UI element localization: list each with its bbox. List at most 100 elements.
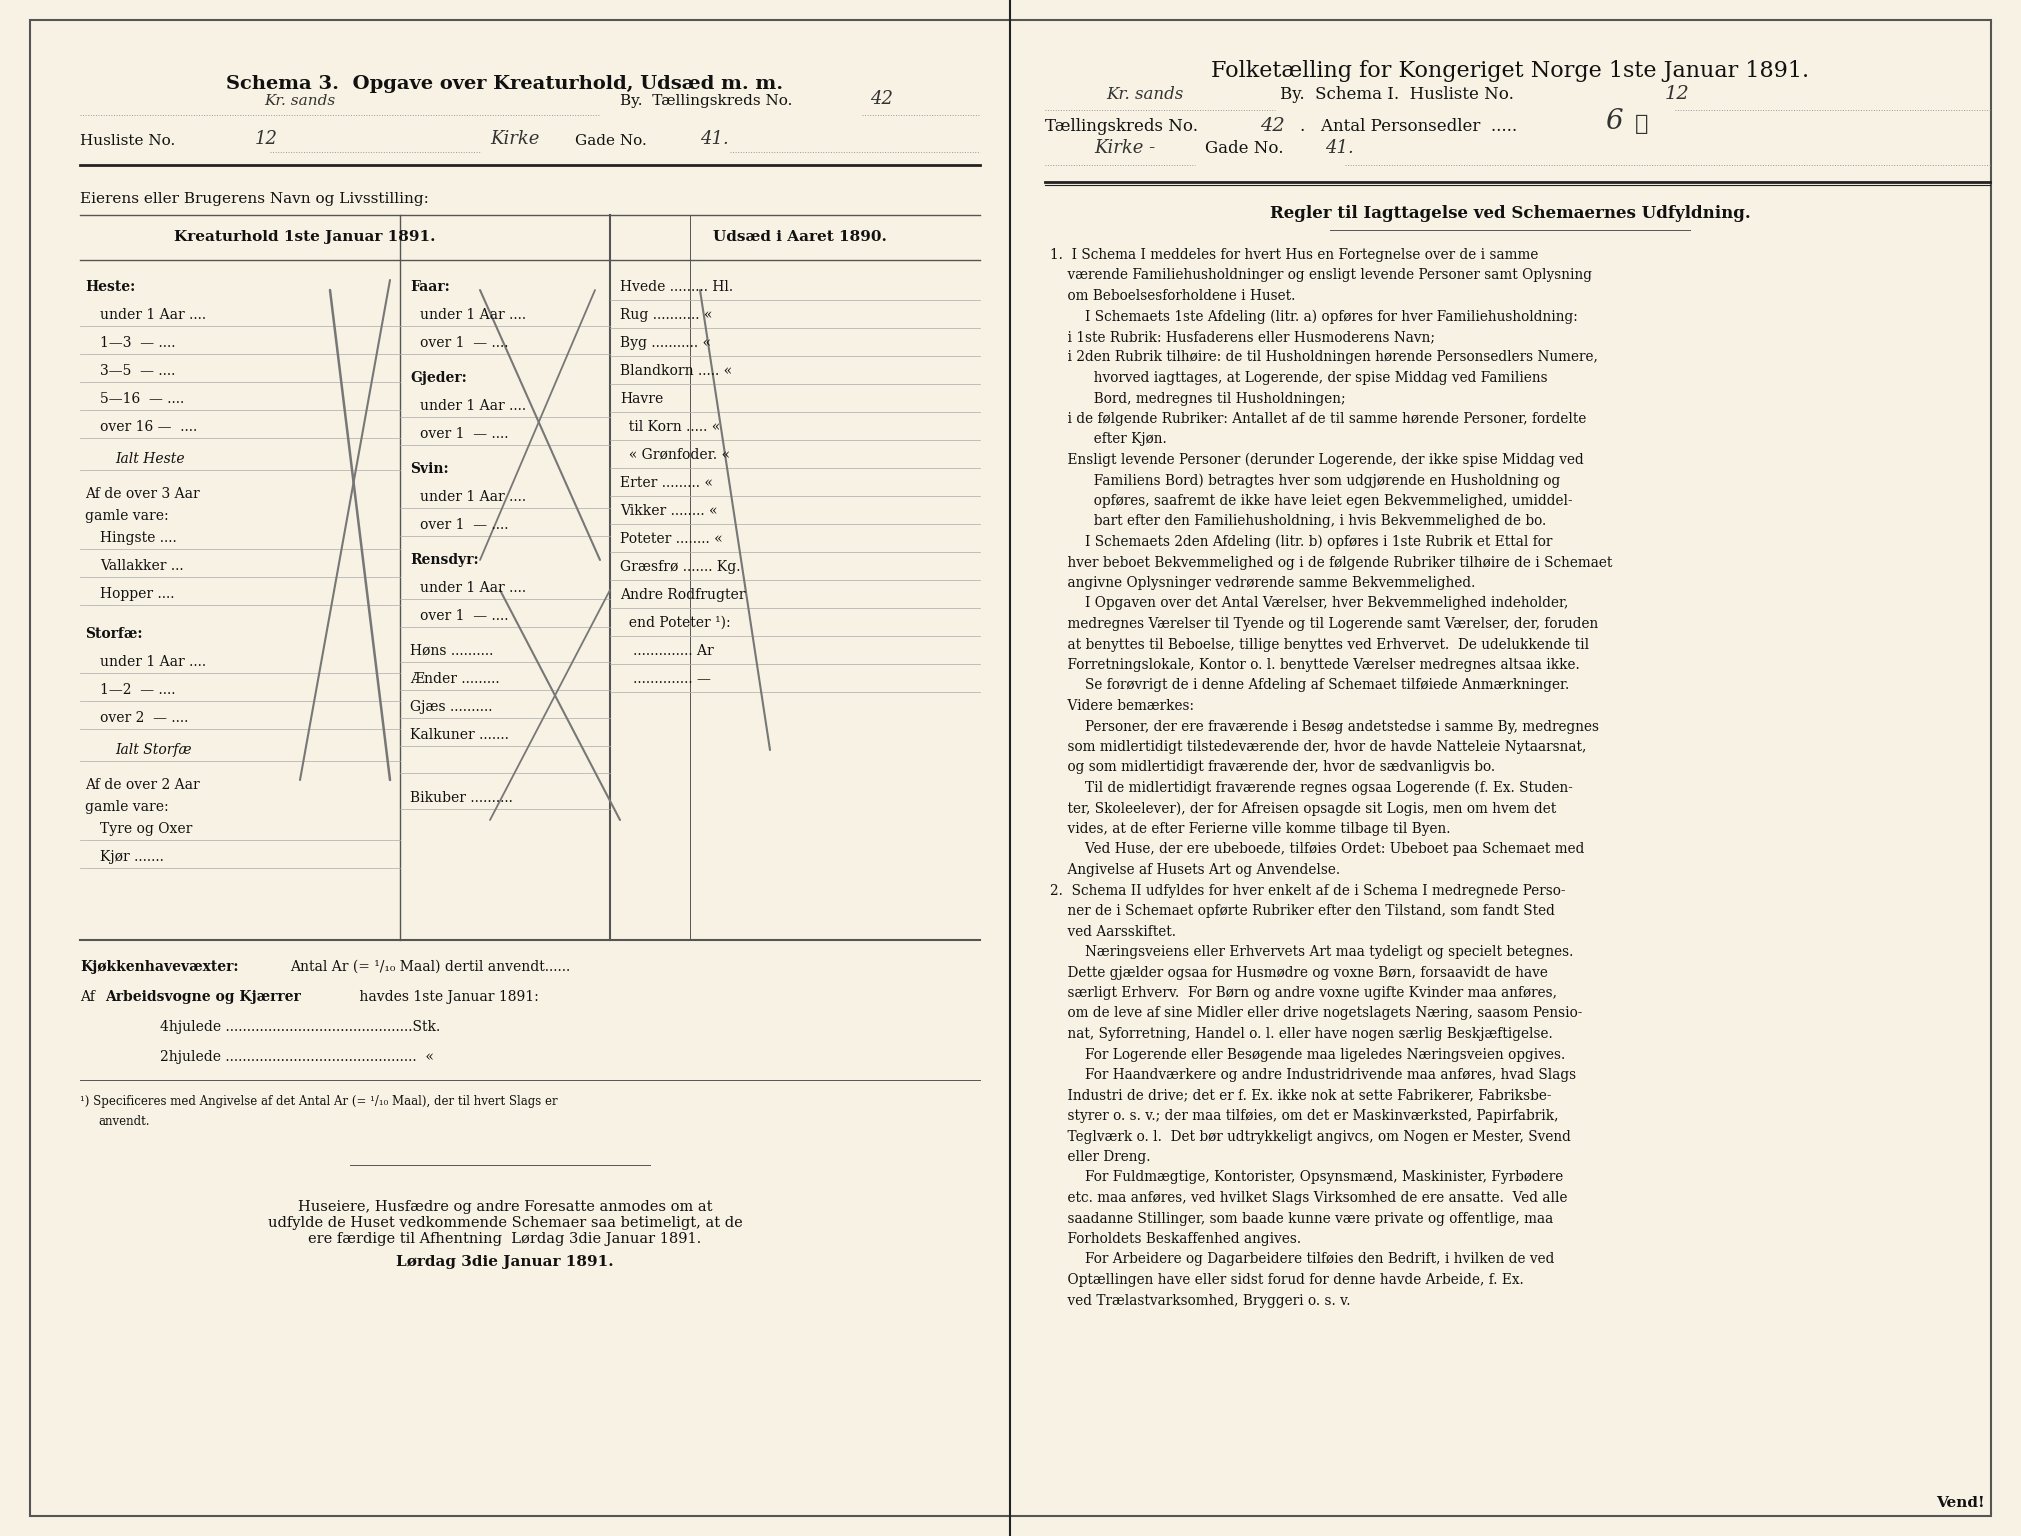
Text: Byg ........... «: Byg ........... «	[620, 336, 711, 350]
Text: Lørdag 3die Januar 1891.: Lørdag 3die Januar 1891.	[396, 1255, 614, 1269]
Text: 41.: 41.	[699, 131, 730, 147]
Text: 42: 42	[869, 91, 893, 108]
Text: Forholdets Beskaffenhed angives.: Forholdets Beskaffenhed angives.	[1051, 1232, 1302, 1246]
Text: 5—16  — ....: 5—16 — ....	[99, 392, 184, 406]
Text: By.  Tællingskreds No.: By. Tællingskreds No.	[620, 94, 792, 108]
Text: 2.  Schema II udfyldes for hver enkelt af de i Schema I medregnede Perso-: 2. Schema II udfyldes for hver enkelt af…	[1051, 883, 1566, 897]
Text: ved Trælastvarksomhed, Bryggeri o. s. v.: ved Trælastvarksomhed, Bryggeri o. s. v.	[1051, 1293, 1350, 1307]
Text: Svin:: Svin:	[410, 462, 449, 476]
Text: Bord, medregnes til Husholdningen;: Bord, medregnes til Husholdningen;	[1051, 392, 1346, 406]
Text: I Opgaven over det Antal Værelser, hver Bekvemmelighed indeholder,: I Opgaven over det Antal Værelser, hver …	[1051, 596, 1568, 610]
Text: Gade No.: Gade No.	[1205, 140, 1283, 157]
Text: Kalkuner .......: Kalkuner .......	[410, 728, 509, 742]
Text: Ved Huse, der ere ubeboede, tilføies Ordet: Ubeboet paa Schemaet med: Ved Huse, der ere ubeboede, tilføies Ord…	[1051, 843, 1584, 857]
Text: Se forøvrigt de i denne Afdeling af Schemaet tilføiede Anmærkninger.: Se forøvrigt de i denne Afdeling af Sche…	[1051, 679, 1568, 693]
Text: Kirke: Kirke	[489, 131, 540, 147]
Text: Kreaturhold 1ste Januar 1891.: Kreaturhold 1ste Januar 1891.	[174, 230, 437, 244]
Text: Gjæs ..........: Gjæs ..........	[410, 700, 493, 714]
Text: opføres, saafremt de ikke have leiet egen Bekvemmelighed, umiddel-: opføres, saafremt de ikke have leiet ege…	[1051, 495, 1572, 508]
Text: I Schemaets 1ste Afdeling (litr. a) opføres for hver Familiehusholdning:: I Schemaets 1ste Afdeling (litr. a) opfø…	[1051, 309, 1578, 324]
Text: Kr. sands: Kr. sands	[1105, 86, 1184, 103]
Text: Græsfrø ....... Kg.: Græsfrø ....... Kg.	[620, 561, 740, 574]
Text: end Poteter ¹):: end Poteter ¹):	[620, 616, 732, 630]
Text: Andre Rodfrugter: Andre Rodfrugter	[620, 588, 746, 602]
Text: gamle vare:: gamle vare:	[85, 508, 168, 522]
Text: og som midlertidigt fraværende der, hvor de sædvanligvis bo.: og som midlertidigt fraværende der, hvor…	[1051, 760, 1496, 774]
Text: Heste:: Heste:	[85, 280, 135, 293]
Text: Regler til Iagttagelse ved Schemaernes Udfyldning.: Regler til Iagttagelse ved Schemaernes U…	[1269, 204, 1750, 223]
Text: værende Familiehusholdninger og ensligt levende Personer samt Oplysning: værende Familiehusholdninger og ensligt …	[1051, 269, 1593, 283]
Text: Rensdyr:: Rensdyr:	[410, 553, 479, 567]
Text: For Arbeidere og Dagarbeidere tilføies den Bedrift, i hvilken de ved: For Arbeidere og Dagarbeidere tilføies d…	[1051, 1252, 1554, 1267]
Text: Arbeidsvogne og Kjærrer: Arbeidsvogne og Kjærrer	[105, 991, 301, 1005]
Text: .............. —: .............. —	[620, 673, 711, 687]
Text: Faar:: Faar:	[410, 280, 451, 293]
Text: under 1 Aar ....: under 1 Aar ....	[420, 399, 525, 413]
Text: Til de midlertidigt fraværende regnes ogsaa Logerende (f. Ex. Studen-: Til de midlertidigt fraværende regnes og…	[1051, 780, 1572, 796]
Text: ter, Skoleelever), der for Afreisen opsagde sit Logis, men om hvem det: ter, Skoleelever), der for Afreisen opsa…	[1051, 802, 1556, 816]
Text: Ænder .........: Ænder .........	[410, 673, 499, 687]
Text: at benyttes til Beboelse, tillige benyttes ved Erhvervet.  De udelukkende til: at benyttes til Beboelse, tillige benytt…	[1051, 637, 1589, 651]
Text: til Korn ..... «: til Korn ..... «	[620, 419, 719, 435]
Text: Kr. sands: Kr. sands	[265, 94, 335, 108]
Text: i 1ste Rubrik: Husfaderens eller Husmoderens Navn;: i 1ste Rubrik: Husfaderens eller Husmode…	[1051, 330, 1435, 344]
Text: Vallakker ...: Vallakker ...	[99, 559, 184, 573]
Text: Forretningslokale, Kontor o. l. benyttede Værelser medregnes altsaa ikke.: Forretningslokale, Kontor o. l. benytted…	[1051, 657, 1580, 673]
Text: Gjeder:: Gjeder:	[410, 372, 467, 386]
Text: Udsæd i Aaret 1890.: Udsæd i Aaret 1890.	[713, 230, 887, 244]
Text: bart efter den Familiehusholdning, i hvis Bekvemmelighed de bo.: bart efter den Familiehusholdning, i hvi…	[1051, 515, 1546, 528]
Text: over 1  — ....: over 1 — ....	[420, 518, 509, 531]
Text: 6: 6	[1605, 108, 1623, 135]
Text: nat, Syforretning, Handel o. l. eller have nogen særlig Beskjæftigelse.: nat, Syforretning, Handel o. l. eller ha…	[1051, 1028, 1552, 1041]
Text: .   Antal Personsedler  .....: . Antal Personsedler .....	[1300, 118, 1518, 135]
Text: under 1 Aar ....: under 1 Aar ....	[99, 654, 206, 670]
Text: 12: 12	[255, 131, 279, 147]
Text: hver beboet Bekvemmelighed og i de følgende Rubriker tilhøire de i Schemaet: hver beboet Bekvemmelighed og i de følge…	[1051, 556, 1613, 570]
Text: havdes 1ste Januar 1891:: havdes 1ste Januar 1891:	[356, 991, 540, 1005]
Text: Erter ......... «: Erter ......... «	[620, 476, 713, 490]
Text: 1—3  — ....: 1—3 — ....	[99, 336, 176, 350]
Text: under 1 Aar ....: under 1 Aar ....	[420, 309, 525, 323]
Text: Af de over 2 Aar: Af de over 2 Aar	[85, 779, 200, 793]
Text: om Beboelsesforholdene i Huset.: om Beboelsesforholdene i Huset.	[1051, 289, 1295, 303]
Text: 42: 42	[1259, 117, 1285, 135]
Text: Hopper ....: Hopper ....	[99, 587, 174, 601]
Text: ✓: ✓	[1635, 114, 1649, 135]
Text: Hvede ......... Hl.: Hvede ......... Hl.	[620, 280, 734, 293]
Text: anvendt.: anvendt.	[97, 1115, 150, 1127]
Text: under 1 Aar ....: under 1 Aar ....	[420, 490, 525, 504]
Text: særligt Erhverv.  For Børn og andre voxne ugifte Kvinder maa anføres,: særligt Erhverv. For Børn og andre voxne…	[1051, 986, 1556, 1000]
Text: Gade No.: Gade No.	[576, 134, 647, 147]
Text: ¹) Specificeres med Angivelse af det Antal Ar (= ¹/₁₀ Maal), der til hvert Slags: ¹) Specificeres med Angivelse af det Ant…	[81, 1095, 558, 1107]
Text: om de leve af sine Midler eller drive nogetslagets Næring, saasom Pensio-: om de leve af sine Midler eller drive no…	[1051, 1006, 1582, 1020]
Text: For Haandværkere og andre Industridrivende maa anføres, hvad Slags: For Haandværkere og andre Industridriven…	[1051, 1068, 1576, 1081]
Text: Dette gjælder ogsaa for Husmødre og voxne Børn, forsaavidt de have: Dette gjælder ogsaa for Husmødre og voxn…	[1051, 966, 1548, 980]
Text: Ensligt levende Personer (derunder Logerende, der ikke spise Middag ved: Ensligt levende Personer (derunder Loger…	[1051, 453, 1584, 467]
Text: Vikker ........ «: Vikker ........ «	[620, 504, 717, 518]
Text: efter Kjøn.: efter Kjøn.	[1051, 433, 1166, 447]
Text: Teglværk o. l.  Det bør udtrykkeligt angivcs, om Nogen er Mester, Svend: Teglværk o. l. Det bør udtrykkeligt angi…	[1051, 1129, 1570, 1143]
Text: hvorved iagttages, at Logerende, der spise Middag ved Familiens: hvorved iagttages, at Logerende, der spi…	[1051, 372, 1548, 386]
Text: Høns ..........: Høns ..........	[410, 644, 493, 657]
Text: .............. Ar: .............. Ar	[620, 644, 713, 657]
Text: under 1 Aar ....: under 1 Aar ....	[99, 309, 206, 323]
Text: vides, at de efter Ferierne ville komme tilbage til Byen.: vides, at de efter Ferierne ville komme …	[1051, 822, 1451, 836]
Text: 41.: 41.	[1326, 138, 1354, 157]
Text: Af: Af	[81, 991, 99, 1005]
Text: Havre: Havre	[620, 392, 663, 406]
Text: For Logerende eller Besøgende maa ligeledes Næringsveien opgives.: For Logerende eller Besøgende maa ligele…	[1051, 1048, 1564, 1061]
Text: Schema 3.  Opgave over Kreaturhold, Udsæd m. m.: Schema 3. Opgave over Kreaturhold, Udsæd…	[226, 75, 784, 94]
Text: I Schemaets 2den Afdeling (litr. b) opføres i 1ste Rubrik et Ettal for: I Schemaets 2den Afdeling (litr. b) opfø…	[1051, 535, 1552, 550]
Text: som midlertidigt tilstedeværende der, hvor de havde Natteleie Nytaarsnat,: som midlertidigt tilstedeværende der, hv…	[1051, 740, 1586, 754]
Text: Huseiere, Husfædre og andre Foresatte anmodes om at
udfylde de Huset vedkommende: Huseiere, Husfædre og andre Foresatte an…	[267, 1200, 742, 1246]
Text: 1.  I Schema I meddeles for hvert Hus en Fortegnelse over de i samme: 1. I Schema I meddeles for hvert Hus en …	[1051, 247, 1538, 263]
Text: 1—2  — ....: 1—2 — ....	[99, 684, 176, 697]
Text: under 1 Aar ....: under 1 Aar ....	[420, 581, 525, 594]
Text: Næringsveiens eller Erhvervets Art maa tydeligt og specielt betegnes.: Næringsveiens eller Erhvervets Art maa t…	[1051, 945, 1574, 958]
Text: Poteter ........ «: Poteter ........ «	[620, 531, 724, 545]
Text: 4hjulede ............................................Stk.: 4hjulede ...............................…	[160, 1020, 441, 1034]
Text: ved Aarsskiftet.: ved Aarsskiftet.	[1051, 925, 1176, 938]
Text: Bikuber ..........: Bikuber ..........	[410, 791, 513, 805]
Text: « Grønfoder. «: « Grønfoder. «	[620, 449, 730, 462]
Text: Videre bemærkes:: Videre bemærkes:	[1051, 699, 1194, 713]
